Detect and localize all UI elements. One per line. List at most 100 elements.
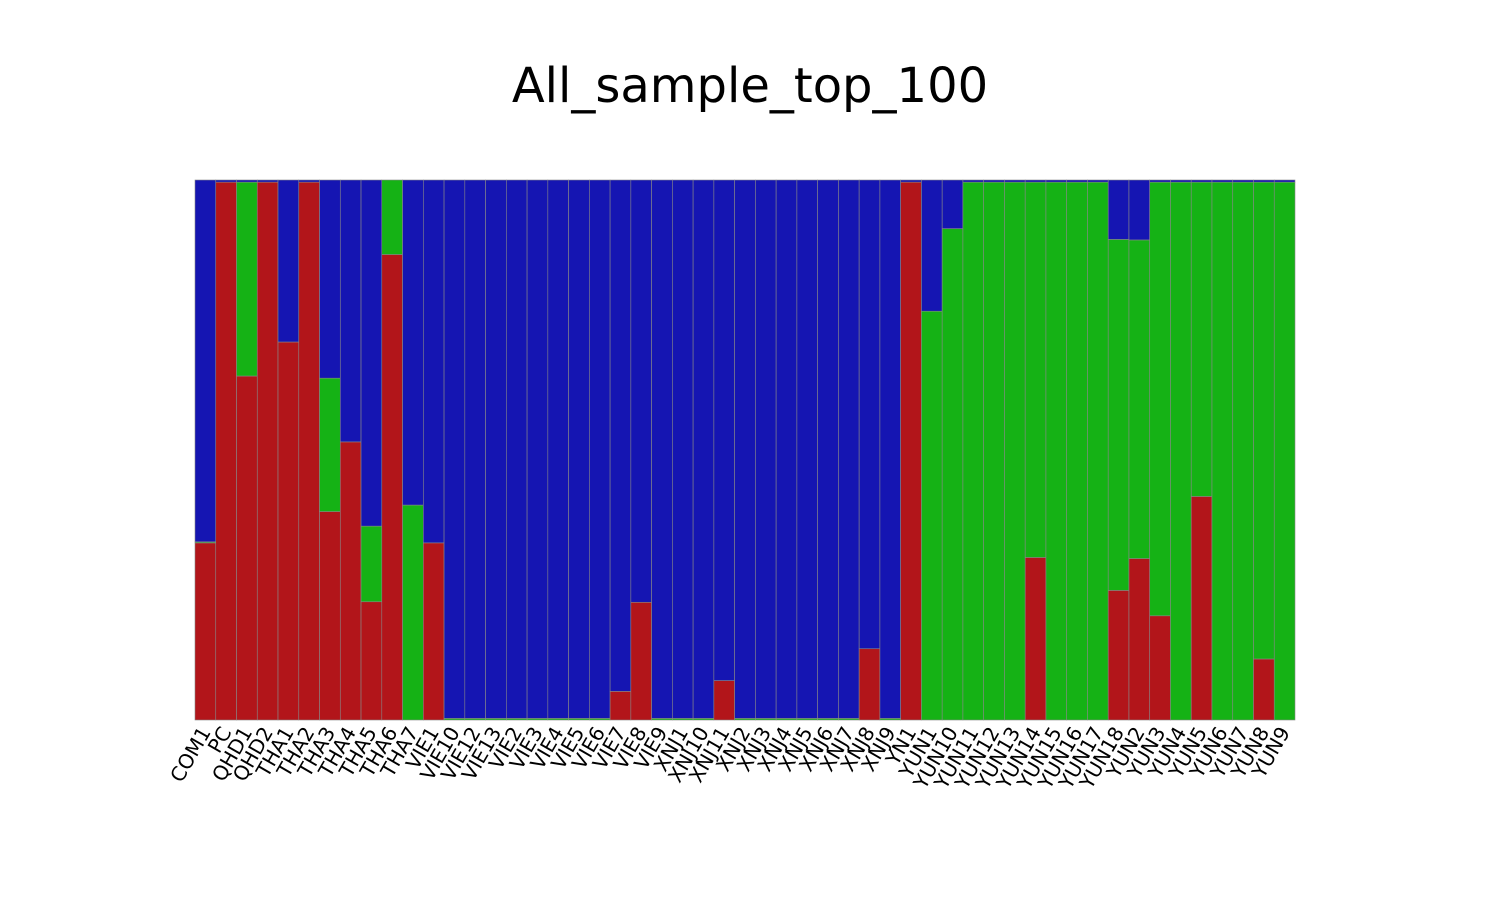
bar-THA3-green xyxy=(319,377,341,512)
bar-PC-blue xyxy=(215,179,237,183)
bar-YUN15-green xyxy=(1045,181,1067,721)
bar-YUN5-green xyxy=(1190,181,1213,497)
bar-XNJ1-blue xyxy=(672,179,694,719)
bar-XNJ8-blue xyxy=(858,179,881,650)
bar-VIE8-blue xyxy=(630,179,652,603)
bar-YUN9-blue xyxy=(1273,179,1296,183)
bar-YUN14-green xyxy=(1024,181,1047,558)
bar-THA5-red xyxy=(360,601,383,721)
bar-VIE13-blue xyxy=(485,179,507,719)
bar-YUN11-blue xyxy=(962,179,984,183)
bar-YUN13-green xyxy=(1004,181,1026,721)
x-tick-label: COM1 xyxy=(165,723,216,787)
bar-YUN13-blue xyxy=(1004,179,1026,183)
bar-YUN14-blue xyxy=(1024,179,1047,183)
bar-THA3-red xyxy=(319,511,341,721)
bar-XNJ6-blue xyxy=(817,179,839,719)
bar-YUN16-green xyxy=(1066,181,1088,721)
bar-YUN9-green xyxy=(1273,181,1296,721)
bar-QHD2-blue xyxy=(256,179,279,183)
bar-VIE1-blue xyxy=(422,179,445,544)
bar-THA6-red xyxy=(381,254,403,721)
bar-VIE10-blue xyxy=(443,179,466,719)
bar-YUN17-green xyxy=(1087,181,1109,721)
bar-XNJ11-blue xyxy=(713,179,735,681)
bar-XNJ10-blue xyxy=(692,179,715,719)
bar-group xyxy=(194,179,1296,721)
bar-YUN6-green xyxy=(1211,181,1234,721)
bar-QHD2-red xyxy=(256,181,279,721)
bar-COM1-blue xyxy=(194,179,217,543)
bar-YUN1-blue xyxy=(921,179,943,312)
bar-THA7-green xyxy=(402,504,424,721)
bar-VIE5-blue xyxy=(568,179,590,719)
bar-YUN8-red xyxy=(1253,658,1275,721)
bar-XNJ4-blue xyxy=(775,179,798,719)
bar-YUN7-blue xyxy=(1232,179,1254,183)
bar-THA2-blue xyxy=(298,179,320,183)
bar-YUN1-green xyxy=(921,310,943,721)
bar-YUN18-red xyxy=(1107,590,1130,721)
bar-THA4-red xyxy=(339,441,362,721)
bar-VIE9-blue xyxy=(651,179,673,719)
bar-YUN4-green xyxy=(1170,181,1192,721)
bar-XNJ2-blue xyxy=(734,179,756,719)
bar-YN1-red xyxy=(900,181,922,721)
bar-COM1-red xyxy=(194,542,217,721)
bar-YUN11-green xyxy=(962,181,984,721)
bar-THA4-blue xyxy=(339,179,362,443)
bar-QHD1-red xyxy=(236,375,258,721)
bar-YUN2-green xyxy=(1128,239,1151,559)
x-tick-labels: COM1PCQHD1QHD2THA1THA2THA3THA4THA5THA6TH… xyxy=(165,723,1295,794)
bar-YUN3-red xyxy=(1149,615,1171,721)
bar-VIE7-red xyxy=(609,691,632,721)
bar-YN1-blue xyxy=(900,179,922,183)
bar-YUN10-green xyxy=(941,228,964,721)
bar-YUN10-blue xyxy=(941,179,964,229)
bar-YUN16-blue xyxy=(1066,179,1088,183)
bar-YUN3-blue xyxy=(1149,179,1171,183)
bar-YUN3-green xyxy=(1149,181,1171,617)
bar-YUN8-green xyxy=(1253,181,1275,660)
bar-VIE8-red xyxy=(630,601,652,721)
bar-YUN14-red xyxy=(1024,557,1047,721)
bar-YUN5-blue xyxy=(1190,179,1213,183)
bar-THA1-blue xyxy=(277,179,300,343)
bar-QHD1-green xyxy=(236,181,258,377)
bar-VIE4-blue xyxy=(547,179,569,719)
bar-THA6-green xyxy=(381,179,403,255)
bar-VIE2-blue xyxy=(506,179,528,719)
bar-THA5-blue xyxy=(360,179,383,527)
bar-XNJ8-red xyxy=(858,648,881,721)
bar-THA3-blue xyxy=(319,179,341,379)
bar-THA7-blue xyxy=(402,179,424,506)
bar-XNJ9-blue xyxy=(879,179,901,719)
bar-VIE1-red xyxy=(422,542,445,721)
bar-QHD1-blue xyxy=(236,179,258,183)
bar-YUN12-green xyxy=(983,181,1005,721)
bar-THA2-red xyxy=(298,181,320,721)
bar-YUN2-red xyxy=(1128,558,1151,721)
bar-YUN5-red xyxy=(1190,496,1213,721)
bar-YUN18-green xyxy=(1107,239,1130,591)
bar-THA1-red xyxy=(277,341,300,721)
bar-YUN2-blue xyxy=(1128,179,1151,241)
bar-XNJ3-blue xyxy=(755,179,777,719)
bar-VIE3-blue xyxy=(526,179,549,719)
bar-PC-red xyxy=(215,181,237,721)
bar-THA5-green xyxy=(360,525,383,603)
bar-YUN12-blue xyxy=(983,179,1005,183)
bar-YUN8-blue xyxy=(1253,179,1275,183)
bar-XNJ11-red xyxy=(713,680,735,721)
bar-YUN18-blue xyxy=(1107,179,1130,240)
bar-VIE6-blue xyxy=(589,179,611,719)
bar-YUN7-green xyxy=(1232,181,1254,721)
bar-VIE12-blue xyxy=(464,179,486,719)
bar-YUN15-blue xyxy=(1045,179,1067,183)
bar-YUN17-blue xyxy=(1087,179,1109,183)
bar-YUN6-blue xyxy=(1211,179,1234,183)
bar-XNJ5-blue xyxy=(796,179,818,719)
bar-XNJ7-blue xyxy=(838,179,860,719)
bar-VIE7-blue xyxy=(609,179,632,692)
